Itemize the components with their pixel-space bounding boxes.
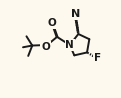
Text: N: N [71, 9, 80, 19]
Text: O: O [41, 42, 50, 52]
Text: O: O [48, 18, 57, 28]
Text: N: N [65, 40, 74, 50]
Text: F: F [94, 53, 101, 63]
